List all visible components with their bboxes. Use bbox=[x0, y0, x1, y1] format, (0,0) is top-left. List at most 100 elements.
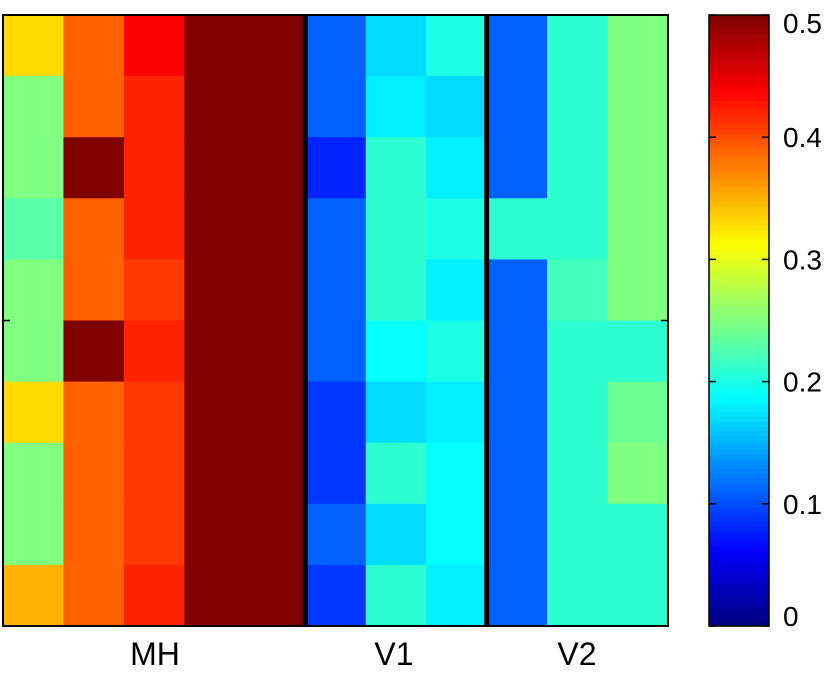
heatmap-cell bbox=[305, 381, 367, 444]
colorbar-segment bbox=[709, 501, 769, 508]
colorbar-segment bbox=[709, 77, 769, 83]
colorbar-segment bbox=[709, 377, 769, 384]
heatmap-cell bbox=[547, 320, 609, 383]
colorbar-segment bbox=[709, 301, 769, 307]
colorbar-segment bbox=[709, 96, 769, 102]
heatmap-cell bbox=[426, 76, 488, 138]
heatmap-cell bbox=[63, 259, 125, 322]
heatmap-cell bbox=[305, 442, 367, 505]
heatmap-cell bbox=[305, 259, 367, 322]
heatmap-cell bbox=[305, 198, 367, 260]
colorbar-segment bbox=[709, 315, 769, 322]
heatmap-cell bbox=[486, 564, 548, 627]
heatmap-cell bbox=[486, 76, 548, 138]
colorbar-segment bbox=[709, 86, 769, 92]
heatmap-cell bbox=[123, 76, 185, 138]
colorbar-segment bbox=[709, 411, 769, 417]
colorbar-segment bbox=[709, 497, 769, 503]
heatmap-cell bbox=[486, 503, 548, 566]
heatmap-cell bbox=[184, 381, 246, 444]
colorbar-segment bbox=[709, 100, 769, 107]
heatmap-cell bbox=[426, 259, 488, 322]
colorbar-segment bbox=[709, 435, 769, 441]
colorbar-segment bbox=[709, 205, 769, 212]
colorbar-segment bbox=[709, 320, 769, 326]
heatmap-cell bbox=[607, 137, 669, 199]
colorbar-segment bbox=[709, 91, 769, 97]
colorbar-segment bbox=[709, 606, 769, 613]
colorbar-segment bbox=[709, 535, 769, 541]
colorbar-segment bbox=[709, 34, 769, 40]
colorbar-segment bbox=[709, 621, 769, 627]
colorbar-segment bbox=[709, 105, 769, 112]
colorbar-segment bbox=[709, 48, 769, 54]
heatmap-cell bbox=[607, 259, 669, 322]
heatmap-cell bbox=[305, 15, 367, 77]
colorbar-segment bbox=[709, 334, 769, 341]
heatmap-cell bbox=[3, 259, 65, 322]
colorbar-segment bbox=[709, 339, 769, 345]
colorbar-segment bbox=[709, 478, 769, 484]
colorbar-segment bbox=[709, 282, 769, 288]
colorbar-segment bbox=[709, 492, 769, 498]
heatmap-cell bbox=[63, 381, 125, 444]
colorbar-segment bbox=[709, 583, 769, 589]
colorbar-segment bbox=[709, 463, 769, 470]
colorbar-segment bbox=[709, 449, 769, 455]
colorbar-segment bbox=[709, 353, 769, 360]
heatmap-cell bbox=[486, 381, 548, 444]
colorbar-segment bbox=[709, 430, 769, 436]
colorbar-segment bbox=[709, 520, 769, 527]
colorbar-segment bbox=[709, 597, 769, 603]
colorbar-tick-label: 0.4 bbox=[783, 122, 822, 153]
heatmap-cell bbox=[123, 442, 185, 505]
heatmap-cell bbox=[3, 15, 65, 77]
colorbar-tick-label: 0.1 bbox=[783, 489, 822, 520]
colorbar-segment bbox=[709, 549, 769, 555]
colorbar-segment bbox=[709, 162, 769, 169]
heatmap-cell bbox=[305, 137, 367, 199]
colorbar-segment bbox=[709, 563, 769, 570]
heatmap-cell bbox=[486, 320, 548, 383]
heatmap-cell bbox=[3, 198, 65, 260]
heatmap-cell bbox=[486, 137, 548, 199]
colorbar-tick-label: 0.2 bbox=[783, 367, 822, 398]
colorbar-tick-label: 0 bbox=[783, 601, 799, 632]
heatmap-cell bbox=[63, 442, 125, 505]
heatmap-cell bbox=[123, 137, 185, 199]
heatmap-cell bbox=[607, 503, 669, 566]
colorbar-segment bbox=[709, 392, 769, 398]
colorbar-segment bbox=[709, 387, 769, 393]
group-label-v2: V2 bbox=[557, 636, 596, 669]
colorbar-segment bbox=[709, 306, 769, 312]
colorbar-segment bbox=[709, 602, 769, 608]
heatmap-cell bbox=[486, 15, 548, 77]
heatmap-cell bbox=[365, 564, 427, 627]
heatmap-cell bbox=[607, 198, 669, 260]
heatmap-cell bbox=[123, 320, 185, 383]
colorbar-segment bbox=[709, 573, 769, 579]
colorbar-segment bbox=[709, 310, 769, 317]
colorbar-segment bbox=[709, 554, 769, 560]
heatmap-cell bbox=[365, 76, 427, 138]
heatmap-cell bbox=[365, 381, 427, 444]
heatmap-cell bbox=[365, 503, 427, 566]
colorbar-segment bbox=[709, 277, 769, 283]
colorbar-segment bbox=[709, 139, 769, 145]
colorbar-segment bbox=[709, 616, 769, 622]
group-label-v1: V1 bbox=[374, 636, 413, 669]
colorbar-segment bbox=[709, 258, 769, 264]
heatmap-cell bbox=[3, 76, 65, 138]
heatmap-cell bbox=[244, 76, 306, 138]
colorbar-segment bbox=[709, 143, 769, 150]
colorbar: 0 0.1 0.2 0.3 0.4 0.5 bbox=[708, 8, 822, 632]
colorbar-segment bbox=[709, 53, 769, 59]
heatmap-cell bbox=[123, 198, 185, 260]
colorbar-segment bbox=[709, 167, 769, 174]
colorbar-segment bbox=[709, 458, 769, 465]
heatmap-cell bbox=[244, 320, 306, 383]
colorbar-segment bbox=[709, 587, 769, 594]
heatmap-cell bbox=[244, 198, 306, 260]
colorbar-segment bbox=[709, 287, 769, 293]
